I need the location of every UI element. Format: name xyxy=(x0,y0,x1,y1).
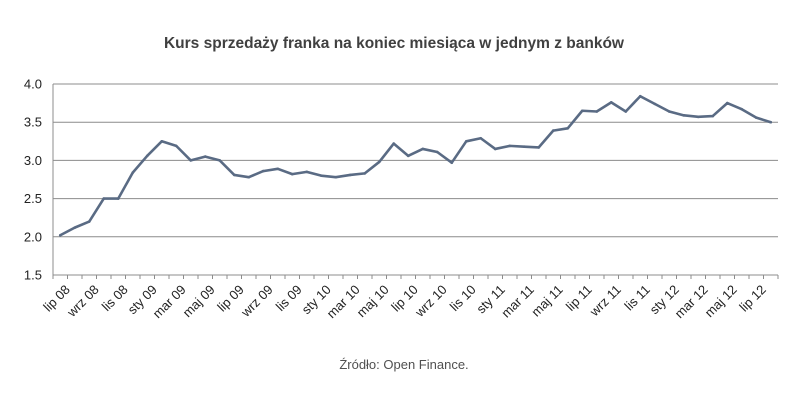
data-point xyxy=(638,94,642,98)
data-point xyxy=(725,101,729,105)
data-point xyxy=(247,175,251,179)
data-point xyxy=(58,233,62,237)
x-tick-label: maj 09 xyxy=(180,282,218,320)
x-tick-label: lis 09 xyxy=(273,282,305,314)
data-point xyxy=(624,110,628,113)
data-point xyxy=(392,142,396,145)
data-point xyxy=(290,172,294,176)
data-point xyxy=(435,150,439,154)
x-tick-label: mar 11 xyxy=(498,282,537,321)
data-point xyxy=(189,159,193,162)
x-tick-label: maj 12 xyxy=(702,282,740,320)
data-point xyxy=(348,173,352,177)
y-tick-label: 4.0 xyxy=(24,77,42,92)
data-point xyxy=(131,171,135,174)
data-point xyxy=(218,159,222,162)
data-point xyxy=(754,116,758,119)
y-tick-label: 3.5 xyxy=(24,115,42,130)
source-note: Źródło: Open Finance. xyxy=(339,357,469,372)
data-point xyxy=(73,226,77,229)
data-point xyxy=(653,102,657,106)
data-point xyxy=(406,154,410,158)
data-point xyxy=(421,147,425,151)
data-point xyxy=(87,220,91,223)
data-point xyxy=(667,110,671,113)
data-point xyxy=(145,154,149,158)
x-tick-label: mar 12 xyxy=(672,282,711,321)
data-point xyxy=(102,197,106,200)
data-point xyxy=(363,172,367,175)
x-tick-label: wrz 08 xyxy=(63,282,101,320)
x-tick-label: maj 11 xyxy=(528,282,566,320)
x-tick-label: mar 09 xyxy=(150,282,189,321)
data-point xyxy=(479,136,483,140)
data-point xyxy=(580,109,584,113)
x-tick-label: wrz 11 xyxy=(586,282,624,320)
y-tick-label: 1.5 xyxy=(24,268,42,283)
data-point xyxy=(174,144,178,148)
data-point xyxy=(276,167,280,171)
x-tick-label: lis 08 xyxy=(99,282,131,314)
data-point xyxy=(595,110,599,113)
series-line xyxy=(58,94,773,237)
data-point xyxy=(232,173,236,177)
y-tick-labels: 4.0 3.5 3.0 2.5 2.0 1.5 xyxy=(24,77,42,283)
data-point xyxy=(537,146,541,149)
x-tick-label: lis 10 xyxy=(447,282,479,314)
data-point xyxy=(609,101,613,104)
data-point xyxy=(261,169,265,173)
data-point xyxy=(740,107,744,111)
y-tick-label: 2.0 xyxy=(24,229,42,244)
x-tick-label: lip 12 xyxy=(736,282,769,315)
y-tick-label: 2.5 xyxy=(24,191,42,206)
data-point xyxy=(450,161,454,164)
data-point xyxy=(711,114,715,118)
series-layer xyxy=(58,94,773,237)
data-point xyxy=(682,114,686,117)
data-point xyxy=(508,144,512,148)
data-point xyxy=(160,140,164,143)
data-point xyxy=(566,127,570,130)
x-tick-label: mar 10 xyxy=(324,282,363,321)
data-point xyxy=(334,175,338,179)
axes xyxy=(52,84,779,279)
x-tick-label: maj 10 xyxy=(354,282,392,320)
data-point xyxy=(696,115,700,119)
data-point xyxy=(319,174,323,177)
data-point xyxy=(551,129,555,132)
data-point xyxy=(116,197,120,200)
data-point xyxy=(203,155,207,158)
grid-lines xyxy=(53,83,778,238)
y-tick-label: 3.0 xyxy=(24,153,42,168)
chart-title: Kurs sprzedaży franka na koniec miesiąca… xyxy=(163,35,624,52)
data-point xyxy=(377,160,381,164)
data-point xyxy=(493,147,497,151)
data-point xyxy=(305,170,309,174)
x-tick-label: wrz 09 xyxy=(237,282,275,320)
data-point xyxy=(464,140,468,143)
data-point xyxy=(522,145,526,148)
data-point xyxy=(769,120,773,124)
x-tick-label: wrz 10 xyxy=(411,282,449,320)
